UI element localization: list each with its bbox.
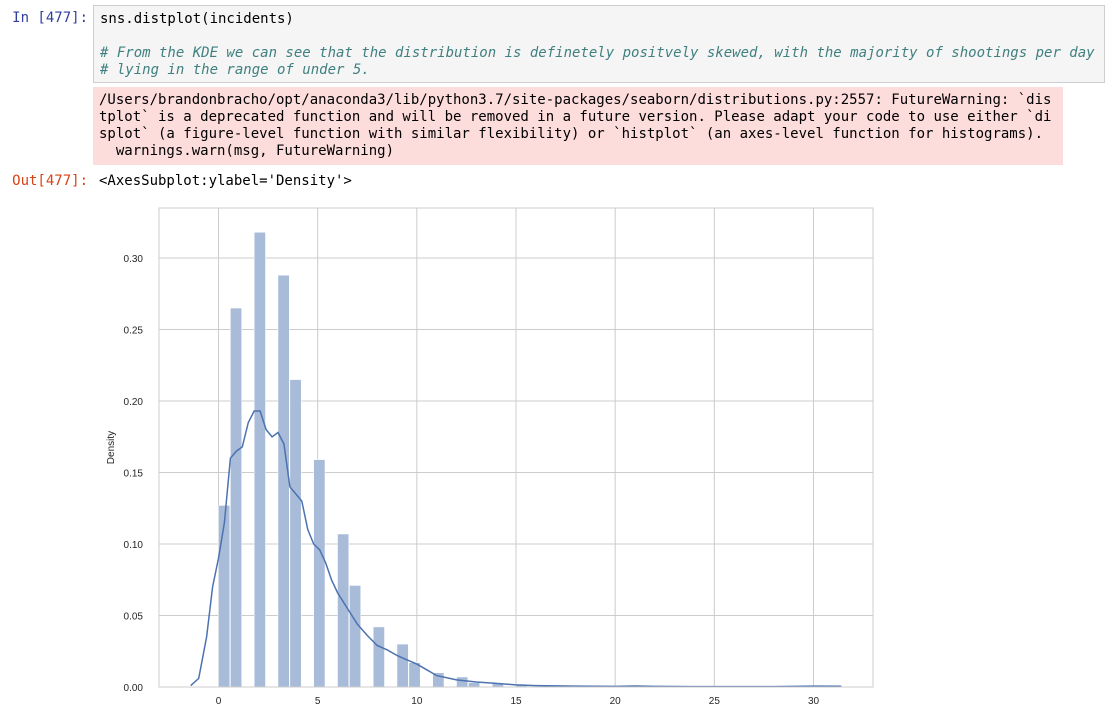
histogram-bar — [396, 643, 409, 688]
x-tick-label: 5 — [315, 696, 321, 707]
output-prompt: Out[477]: — [12, 173, 88, 189]
histogram-bar — [230, 307, 242, 688]
y-tick-label: 0.00 — [124, 683, 144, 694]
histogram-bars — [218, 232, 814, 688]
y-tick-label: 0.10 — [124, 540, 144, 551]
axes-frame — [158, 207, 874, 688]
stderr-line: splot` (a figure-level function with sim… — [99, 126, 1044, 142]
stderr-line: warnings.warn(msg, FutureWarning) — [99, 143, 395, 159]
histogram-bar — [456, 676, 469, 688]
y-tick-label: 0.30 — [124, 254, 144, 265]
y-tick-labels: 0.00 0.05 0.10 0.15 0.20 0.25 0.30 — [124, 254, 144, 694]
input-prompt: In [477]: — [12, 10, 88, 26]
histogram-bar — [313, 459, 326, 688]
y-tick-label: 0.05 — [124, 612, 144, 623]
stderr-output: /Users/brandonbracho/opt/anaconda3/lib/p… — [93, 87, 1063, 165]
x-tick-label: 20 — [610, 696, 622, 707]
chart-grid — [159, 208, 873, 688]
x-tick-labels: 0 5 10 15 20 25 30 — [216, 696, 820, 707]
stderr-line: /Users/brandonbracho/opt/anaconda3/lib/p… — [99, 92, 1052, 108]
code-line[interactable]: sns.distplot(incidents) — [100, 11, 294, 27]
x-tick-label: 0 — [216, 696, 222, 707]
y-axis-label: Density — [106, 431, 117, 464]
histogram-bar — [372, 626, 385, 688]
code-comment-line[interactable]: # From the KDE we can see that the distr… — [100, 45, 1095, 61]
x-tick-label: 15 — [510, 696, 522, 707]
y-tick-label: 0.25 — [124, 326, 144, 337]
x-tick-label: 30 — [808, 696, 820, 707]
histogram-bar — [337, 533, 350, 688]
x-tick-label: 10 — [411, 696, 423, 707]
stderr-line: tplot` is a deprecated function and will… — [99, 109, 1052, 125]
histogram-bar — [289, 379, 302, 688]
code-cell-editor[interactable]: sns.distplot(incidents) # From the KDE w… — [93, 5, 1105, 83]
kde-curve — [190, 410, 842, 688]
distplot-chart: 0 5 10 15 20 25 30 0.00 0.05 0.10 0.15 0.20 0.25 0.3… — [106, 207, 874, 707]
y-tick-label: 0.20 — [124, 397, 144, 408]
histogram-bar — [277, 274, 290, 688]
code-line-blank[interactable] — [100, 28, 1104, 45]
output-repr-text: <AxesSubplot:ylabel='Density'> — [99, 173, 352, 189]
histogram-bar — [468, 682, 480, 688]
x-tick-label: 25 — [709, 696, 721, 707]
code-comment-line[interactable]: # lying in the range of under 5. — [100, 62, 370, 78]
histogram-bar — [408, 662, 421, 688]
histogram-bar — [218, 505, 231, 688]
y-tick-label: 0.15 — [124, 469, 144, 480]
histogram-bar — [253, 232, 266, 688]
histogram-bar — [349, 585, 361, 688]
